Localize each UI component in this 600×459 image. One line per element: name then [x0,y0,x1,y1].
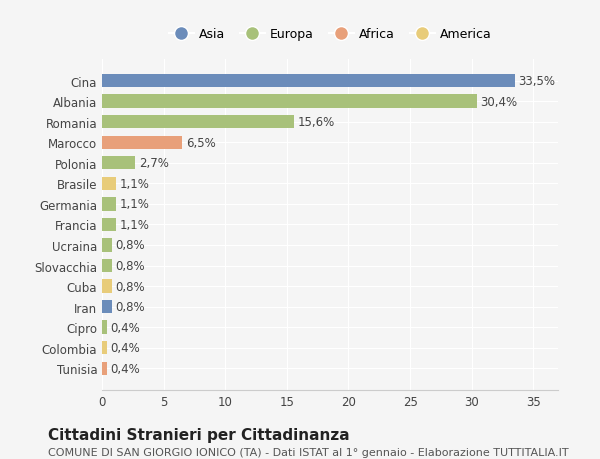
Bar [102,321,107,334]
Text: 1,1%: 1,1% [119,218,149,231]
Text: 30,4%: 30,4% [481,95,517,108]
Text: Cittadini Stranieri per Cittadinanza: Cittadini Stranieri per Cittadinanza [48,427,350,442]
Bar [102,198,116,211]
Text: COMUNE DI SAN GIORGIO IONICO (TA) - Dati ISTAT al 1° gennaio - Elaborazione TUTT: COMUNE DI SAN GIORGIO IONICO (TA) - Dati… [48,448,569,458]
Text: 0,8%: 0,8% [116,259,145,272]
Text: 2,7%: 2,7% [139,157,169,170]
Bar [102,259,112,273]
Text: 15,6%: 15,6% [298,116,335,129]
Bar [102,218,116,232]
Legend: Asia, Europa, Africa, America: Asia, Europa, Africa, America [164,23,496,46]
Bar [102,75,515,88]
Bar [102,157,135,170]
Bar [102,136,182,150]
Text: 0,8%: 0,8% [116,280,145,293]
Text: 0,4%: 0,4% [110,341,140,354]
Text: 0,4%: 0,4% [110,362,140,375]
Text: 0,4%: 0,4% [110,321,140,334]
Bar [102,280,112,293]
Text: 33,5%: 33,5% [518,75,556,88]
Bar [102,177,116,190]
Bar [102,239,112,252]
Bar [102,95,476,108]
Bar [102,116,294,129]
Text: 0,8%: 0,8% [116,239,145,252]
Bar [102,362,107,375]
Text: 0,8%: 0,8% [116,301,145,313]
Text: 1,1%: 1,1% [119,198,149,211]
Text: 1,1%: 1,1% [119,178,149,190]
Bar [102,300,112,313]
Text: 6,5%: 6,5% [186,136,215,149]
Bar [102,341,107,355]
